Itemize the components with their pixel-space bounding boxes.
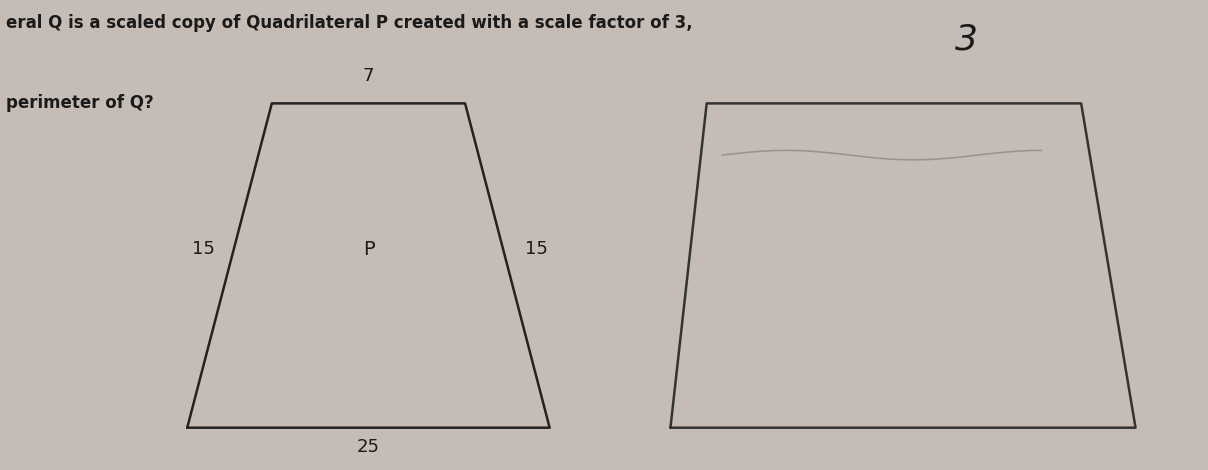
Text: perimeter of Q?: perimeter of Q?	[6, 94, 153, 112]
Text: 15: 15	[192, 240, 215, 258]
Text: P: P	[362, 240, 374, 259]
Text: 15: 15	[525, 240, 548, 258]
Text: 7: 7	[362, 67, 374, 85]
Text: 3: 3	[954, 23, 978, 56]
Text: 25: 25	[356, 438, 381, 456]
Text: eral Q is a scaled copy of Quadrilateral P created with a scale factor of 3,: eral Q is a scaled copy of Quadrilateral…	[6, 14, 692, 32]
